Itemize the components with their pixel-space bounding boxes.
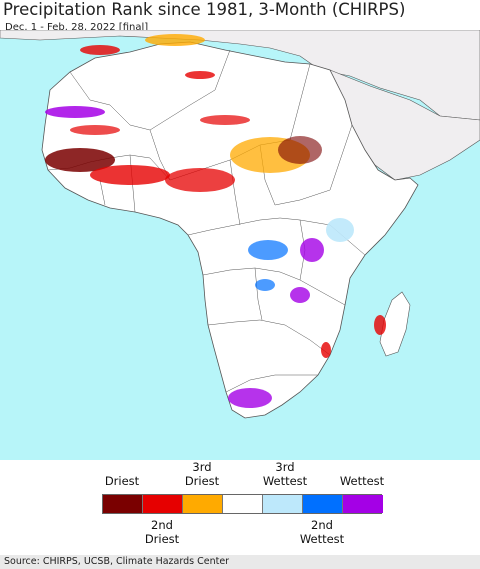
legend-swatch-3rd-wettest [263, 495, 303, 513]
legend-label-driest: Driest [104, 474, 140, 488]
country-borders [47, 49, 366, 393]
source-credit: Source: CHIRPS, UCSB, Climate Hazards Ce… [0, 555, 480, 569]
map-subtitle: Dec. 1 - Feb. 28, 2022 [final] [5, 22, 149, 33]
legend: Driest 3rd Driest 3rd Wettest Wettest 2nd D… [0, 460, 480, 555]
wet-anomalies [45, 106, 354, 408]
map-title: Precipitation Rank since 1981, 3-Month (… [3, 0, 406, 19]
legend-label-2nd-wettest: 2nd Wettest [299, 518, 345, 546]
legend-label-3rd-driest: 3rd Driest [184, 460, 220, 488]
legend-swatch-3rd-driest [183, 495, 223, 513]
legend-swatch-normal [223, 495, 263, 513]
legend-label-3rd-wettest: 3rd Wettest [262, 460, 308, 488]
legend-swatch-driest [103, 495, 143, 513]
dry-anomalies [45, 34, 386, 358]
legend-swatch-2nd-wettest [303, 495, 343, 513]
legend-swatch-wettest [343, 495, 383, 513]
legend-swatch-2nd-driest [143, 495, 183, 513]
precipitation-rank-map [0, 30, 480, 460]
legend-label-wettest: Wettest [339, 474, 385, 488]
legend-label-2nd-driest: 2nd Driest [144, 518, 180, 546]
legend-colorbar [102, 494, 383, 514]
